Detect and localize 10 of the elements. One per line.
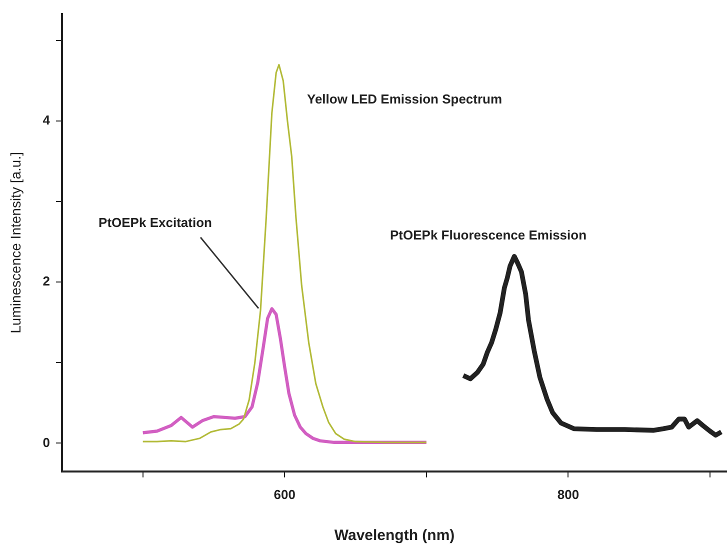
annotation: PtOEPk Excitation: [98, 214, 212, 230]
annotation: Yellow LED Emission Spectrum: [307, 92, 502, 107]
x-tick-label: 600: [274, 486, 296, 502]
annotation: PtOEPk Fluorescence Emission: [390, 228, 587, 243]
y-tick-label: 2: [42, 274, 50, 289]
y-tick-label: 4: [42, 112, 51, 128]
x-tick-label: 800: [557, 486, 580, 502]
y-axis-title: Luminescence Intensity [a.u.]: [7, 152, 24, 334]
y-tick-label: 0: [42, 434, 50, 450]
x-axis-title: Wavelength (nm): [334, 527, 455, 544]
